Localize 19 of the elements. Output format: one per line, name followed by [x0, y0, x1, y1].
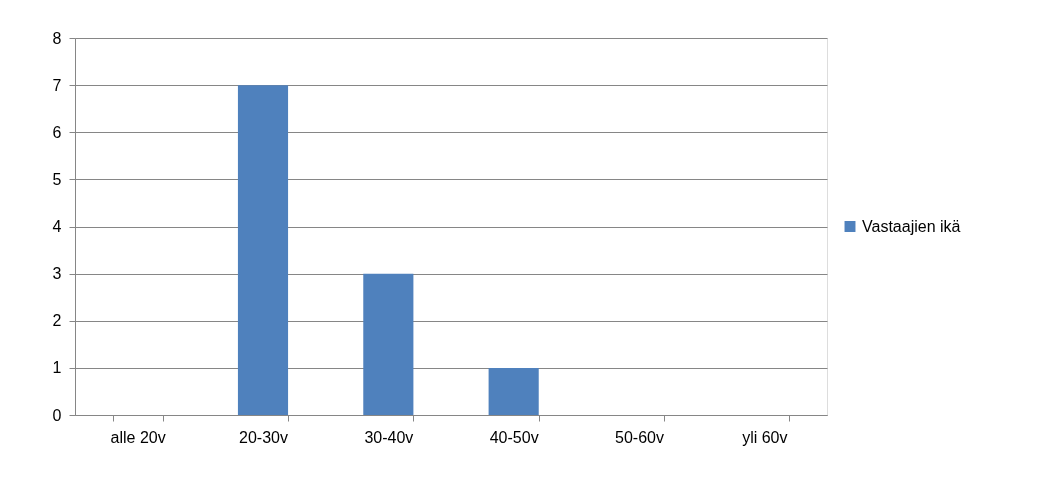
- bar: [237, 85, 289, 415]
- y-tick-label: 4: [52, 218, 62, 235]
- bar: [488, 367, 539, 415]
- y-tick-label: 7: [52, 76, 62, 94]
- legend-label: Vastaajien ikä: [862, 217, 961, 235]
- y-tick-label: 1: [52, 359, 62, 377]
- y-tick-label: 2: [52, 312, 62, 330]
- y-tick-label: 0: [52, 406, 62, 424]
- y-tick-label: 6: [52, 123, 62, 141]
- x-tick-label: alle 20v: [110, 428, 166, 446]
- y-tick-label: 3: [52, 265, 62, 283]
- y-tick-label: 8: [52, 29, 62, 47]
- bar: [363, 273, 414, 415]
- x-tick-label: 30-40v: [364, 428, 414, 446]
- x-tick-label: 20-30v: [239, 428, 288, 446]
- x-tick-label: yli 60v: [742, 428, 788, 446]
- x-tick-label: 50-60v: [615, 428, 664, 446]
- x-tick-label: 40-50v: [489, 428, 539, 446]
- y-tick-label: 5: [52, 170, 62, 188]
